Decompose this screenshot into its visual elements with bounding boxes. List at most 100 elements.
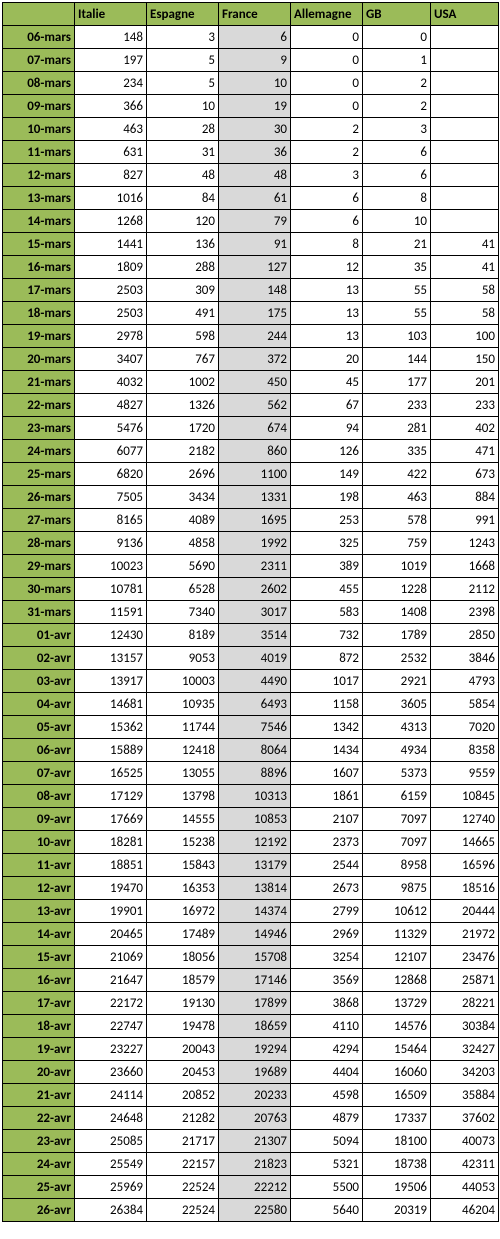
cell-value: 25085 (75, 1130, 147, 1153)
cell-value: 0 (291, 95, 363, 118)
cell-value: 2799 (291, 900, 363, 923)
table-row: 25-mars682026961100149422673 (3, 463, 499, 486)
cell-value: 126 (291, 440, 363, 463)
cell-value: 25871 (431, 969, 499, 992)
cell-value: 12 (291, 256, 363, 279)
cell-value: 3 (147, 26, 219, 49)
cell-value: 872 (291, 647, 363, 670)
column-header: Italie (75, 3, 147, 26)
cell-value: 12740 (431, 808, 499, 831)
row-date: 15-avr (3, 946, 75, 969)
cell-value: 16509 (363, 1084, 431, 1107)
cell-value: 4019 (219, 647, 291, 670)
cell-value: 13814 (219, 877, 291, 900)
row-date: 29-mars (3, 555, 75, 578)
cell-value: 4879 (291, 1107, 363, 1130)
cell-value: 11329 (363, 923, 431, 946)
cell-value: 2373 (291, 831, 363, 854)
cell-value: 3017 (219, 601, 291, 624)
cell-value: 2969 (291, 923, 363, 946)
cell-value: 46204 (431, 1199, 499, 1222)
table-row: 11-mars631313626 (3, 141, 499, 164)
cell-value: 13 (291, 279, 363, 302)
cell-value: 463 (75, 118, 147, 141)
row-date: 23-mars (3, 417, 75, 440)
cell-value: 4089 (147, 509, 219, 532)
cell-value: 127 (219, 256, 291, 279)
row-date: 02-avr (3, 647, 75, 670)
cell-value: 22524 (147, 1176, 219, 1199)
cell-value: 422 (363, 463, 431, 486)
cell-value: 288 (147, 256, 219, 279)
cell-value: 3868 (291, 992, 363, 1015)
cell-value: 16353 (147, 877, 219, 900)
table-row: 24-avr25549221572182353211873842311 (3, 1153, 499, 1176)
row-date: 24-mars (3, 440, 75, 463)
cell-value: 1434 (291, 739, 363, 762)
cell-value: 100 (431, 325, 499, 348)
cell-value: 5690 (147, 555, 219, 578)
cell-value: 17489 (147, 923, 219, 946)
cell-value: 22172 (75, 992, 147, 1015)
cell-value: 2503 (75, 302, 147, 325)
cell-value: 35884 (431, 1084, 499, 1107)
row-date: 21-avr (3, 1084, 75, 1107)
cell-value: 10 (147, 95, 219, 118)
row-date: 13-mars (3, 187, 75, 210)
table-row: 04-avr14681109356493115836055854 (3, 693, 499, 716)
cell-value: 103 (363, 325, 431, 348)
row-date: 22-avr (3, 1107, 75, 1130)
cell-value: 149 (291, 463, 363, 486)
cell-value: 198 (291, 486, 363, 509)
row-date: 10-mars (3, 118, 75, 141)
table-row: 16-avr21647185791714635691286825871 (3, 969, 499, 992)
cell-value: 15708 (219, 946, 291, 969)
row-date: 07-mars (3, 49, 75, 72)
table-row: 18-mars2503491175135558 (3, 302, 499, 325)
column-header: Allemagne (291, 3, 363, 26)
row-date: 26-mars (3, 486, 75, 509)
cell-value: 11744 (147, 716, 219, 739)
cell-value: 4032 (75, 371, 147, 394)
cell-value: 4827 (75, 394, 147, 417)
cell-value: 19506 (363, 1176, 431, 1199)
cell-value: 827 (75, 164, 147, 187)
cell-value: 23476 (431, 946, 499, 969)
row-date: 14-avr (3, 923, 75, 946)
cell-value: 17146 (219, 969, 291, 992)
table-row: 09-avr1766914555108532107709712740 (3, 808, 499, 831)
cell-value: 20453 (147, 1061, 219, 1084)
cell-value: 2978 (75, 325, 147, 348)
cell-value: 2602 (219, 578, 291, 601)
cell-value: 175 (219, 302, 291, 325)
cell-value: 14681 (75, 693, 147, 716)
table-row: 18-avr22747194781865941101457630384 (3, 1015, 499, 1038)
cell-value: 23227 (75, 1038, 147, 1061)
cell-value: 4404 (291, 1061, 363, 1084)
column-header: USA (431, 3, 499, 26)
cell-value: 21647 (75, 969, 147, 992)
row-date: 18-mars (3, 302, 75, 325)
cell-value: 148 (75, 26, 147, 49)
row-date: 30-mars (3, 578, 75, 601)
table-body: 06-mars148360007-mars197590108-mars23451… (3, 26, 499, 1222)
row-date: 12-avr (3, 877, 75, 900)
table-row: 31-mars115917340301758314082398 (3, 601, 499, 624)
row-date: 23-avr (3, 1130, 75, 1153)
cell-value: 177 (363, 371, 431, 394)
cell-value: 37602 (431, 1107, 499, 1130)
table-row: 09-mars366101902 (3, 95, 499, 118)
cell-value: 767 (147, 348, 219, 371)
table-row: 14-avr20465174891494629691132921972 (3, 923, 499, 946)
cell-value: 2107 (291, 808, 363, 831)
table-row: 22-mars4827132656267233233 (3, 394, 499, 417)
row-date: 16-mars (3, 256, 75, 279)
cell-value: 28 (147, 118, 219, 141)
cell-value: 91 (219, 233, 291, 256)
cell-value: 79 (219, 210, 291, 233)
cell-value: 9875 (363, 877, 431, 900)
cell-value: 0 (291, 26, 363, 49)
cell-value: 4313 (363, 716, 431, 739)
cell-value: 1695 (219, 509, 291, 532)
table-row: 19-avr23227200431929442941546432427 (3, 1038, 499, 1061)
